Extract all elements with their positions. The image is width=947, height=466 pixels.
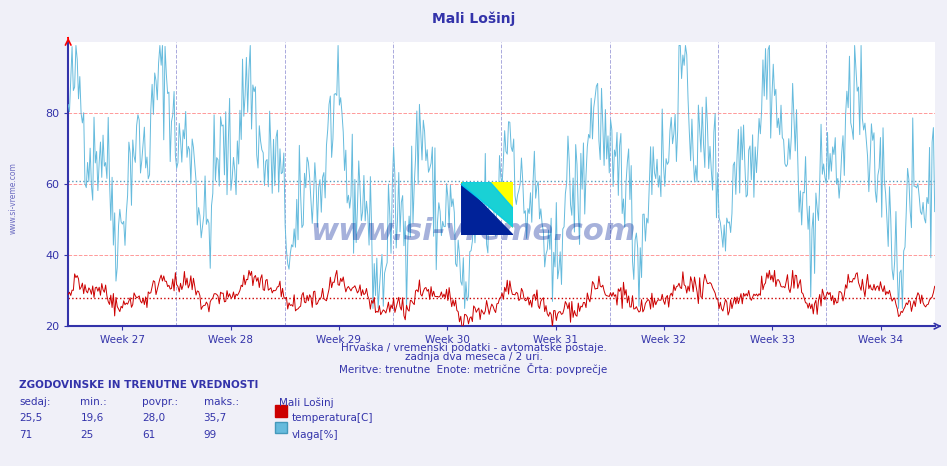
Text: maks.:: maks.: [204, 397, 239, 407]
Text: Hrvaška / vremenski podatki - avtomatske postaje.: Hrvaška / vremenski podatki - avtomatske… [341, 343, 606, 353]
Text: 25,5: 25,5 [19, 413, 43, 423]
Text: 71: 71 [19, 430, 32, 439]
Text: temperatura[C]: temperatura[C] [292, 413, 373, 423]
Text: 35,7: 35,7 [204, 413, 227, 423]
Text: sedaj:: sedaj: [19, 397, 50, 407]
Text: 19,6: 19,6 [80, 413, 104, 423]
Text: vlaga[%]: vlaga[%] [292, 430, 338, 439]
Polygon shape [461, 182, 513, 235]
Text: 61: 61 [142, 430, 155, 439]
Text: Mali Lošinj: Mali Lošinj [279, 397, 334, 408]
Text: Mali Lošinj: Mali Lošinj [432, 12, 515, 26]
Text: 25: 25 [80, 430, 94, 439]
Text: 28,0: 28,0 [142, 413, 165, 423]
Text: www.si-vreme.com: www.si-vreme.com [311, 217, 636, 246]
Text: povpr.:: povpr.: [142, 397, 178, 407]
Text: zadnja dva meseca / 2 uri.: zadnja dva meseca / 2 uri. [404, 352, 543, 362]
Text: ZGODOVINSKE IN TRENUTNE VREDNOSTI: ZGODOVINSKE IN TRENUTNE VREDNOSTI [19, 380, 259, 390]
Text: www.si-vreme.com: www.si-vreme.com [9, 162, 18, 234]
Text: Meritve: trenutne  Enote: metrične  Črta: povprečje: Meritve: trenutne Enote: metrične Črta: … [339, 363, 608, 376]
Text: min.:: min.: [80, 397, 107, 407]
Text: 99: 99 [204, 430, 217, 439]
Polygon shape [461, 182, 513, 227]
Polygon shape [461, 182, 513, 227]
